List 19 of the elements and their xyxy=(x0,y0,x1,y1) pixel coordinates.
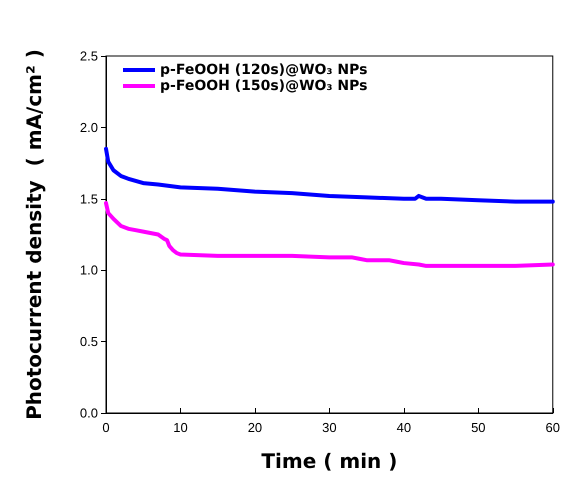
x-tick-label: 20 xyxy=(248,420,262,435)
x-tick-label: 50 xyxy=(471,420,486,435)
y-tick-label: 2.0 xyxy=(80,120,98,135)
x-tick-label: 60 xyxy=(546,420,560,435)
legend-label: p-FeOOH (150s)@WO₃ NPs xyxy=(160,78,368,94)
x-tick-label: 10 xyxy=(173,420,188,435)
y-tick-label: 0.0 xyxy=(80,406,98,420)
x-tick-label: 30 xyxy=(322,420,337,435)
line-series xyxy=(104,201,555,268)
y-tick-label: 2.5 xyxy=(80,48,98,64)
x-tick-label: 0 xyxy=(102,420,110,435)
line-series xyxy=(104,146,555,204)
y-tick-label: 1.5 xyxy=(80,191,98,206)
x-axis-title: Time ( min ) xyxy=(261,449,398,473)
x-tick-label: 40 xyxy=(396,420,412,435)
y-axis-title: Photocurrent density ( mA/cm² ) xyxy=(22,49,46,420)
legend-label: p-FeOOH (120s)@WO₃ NPs xyxy=(160,62,368,78)
y-tick-label: 1.0 xyxy=(80,262,98,278)
y-tick-label: 0.5 xyxy=(80,334,98,350)
